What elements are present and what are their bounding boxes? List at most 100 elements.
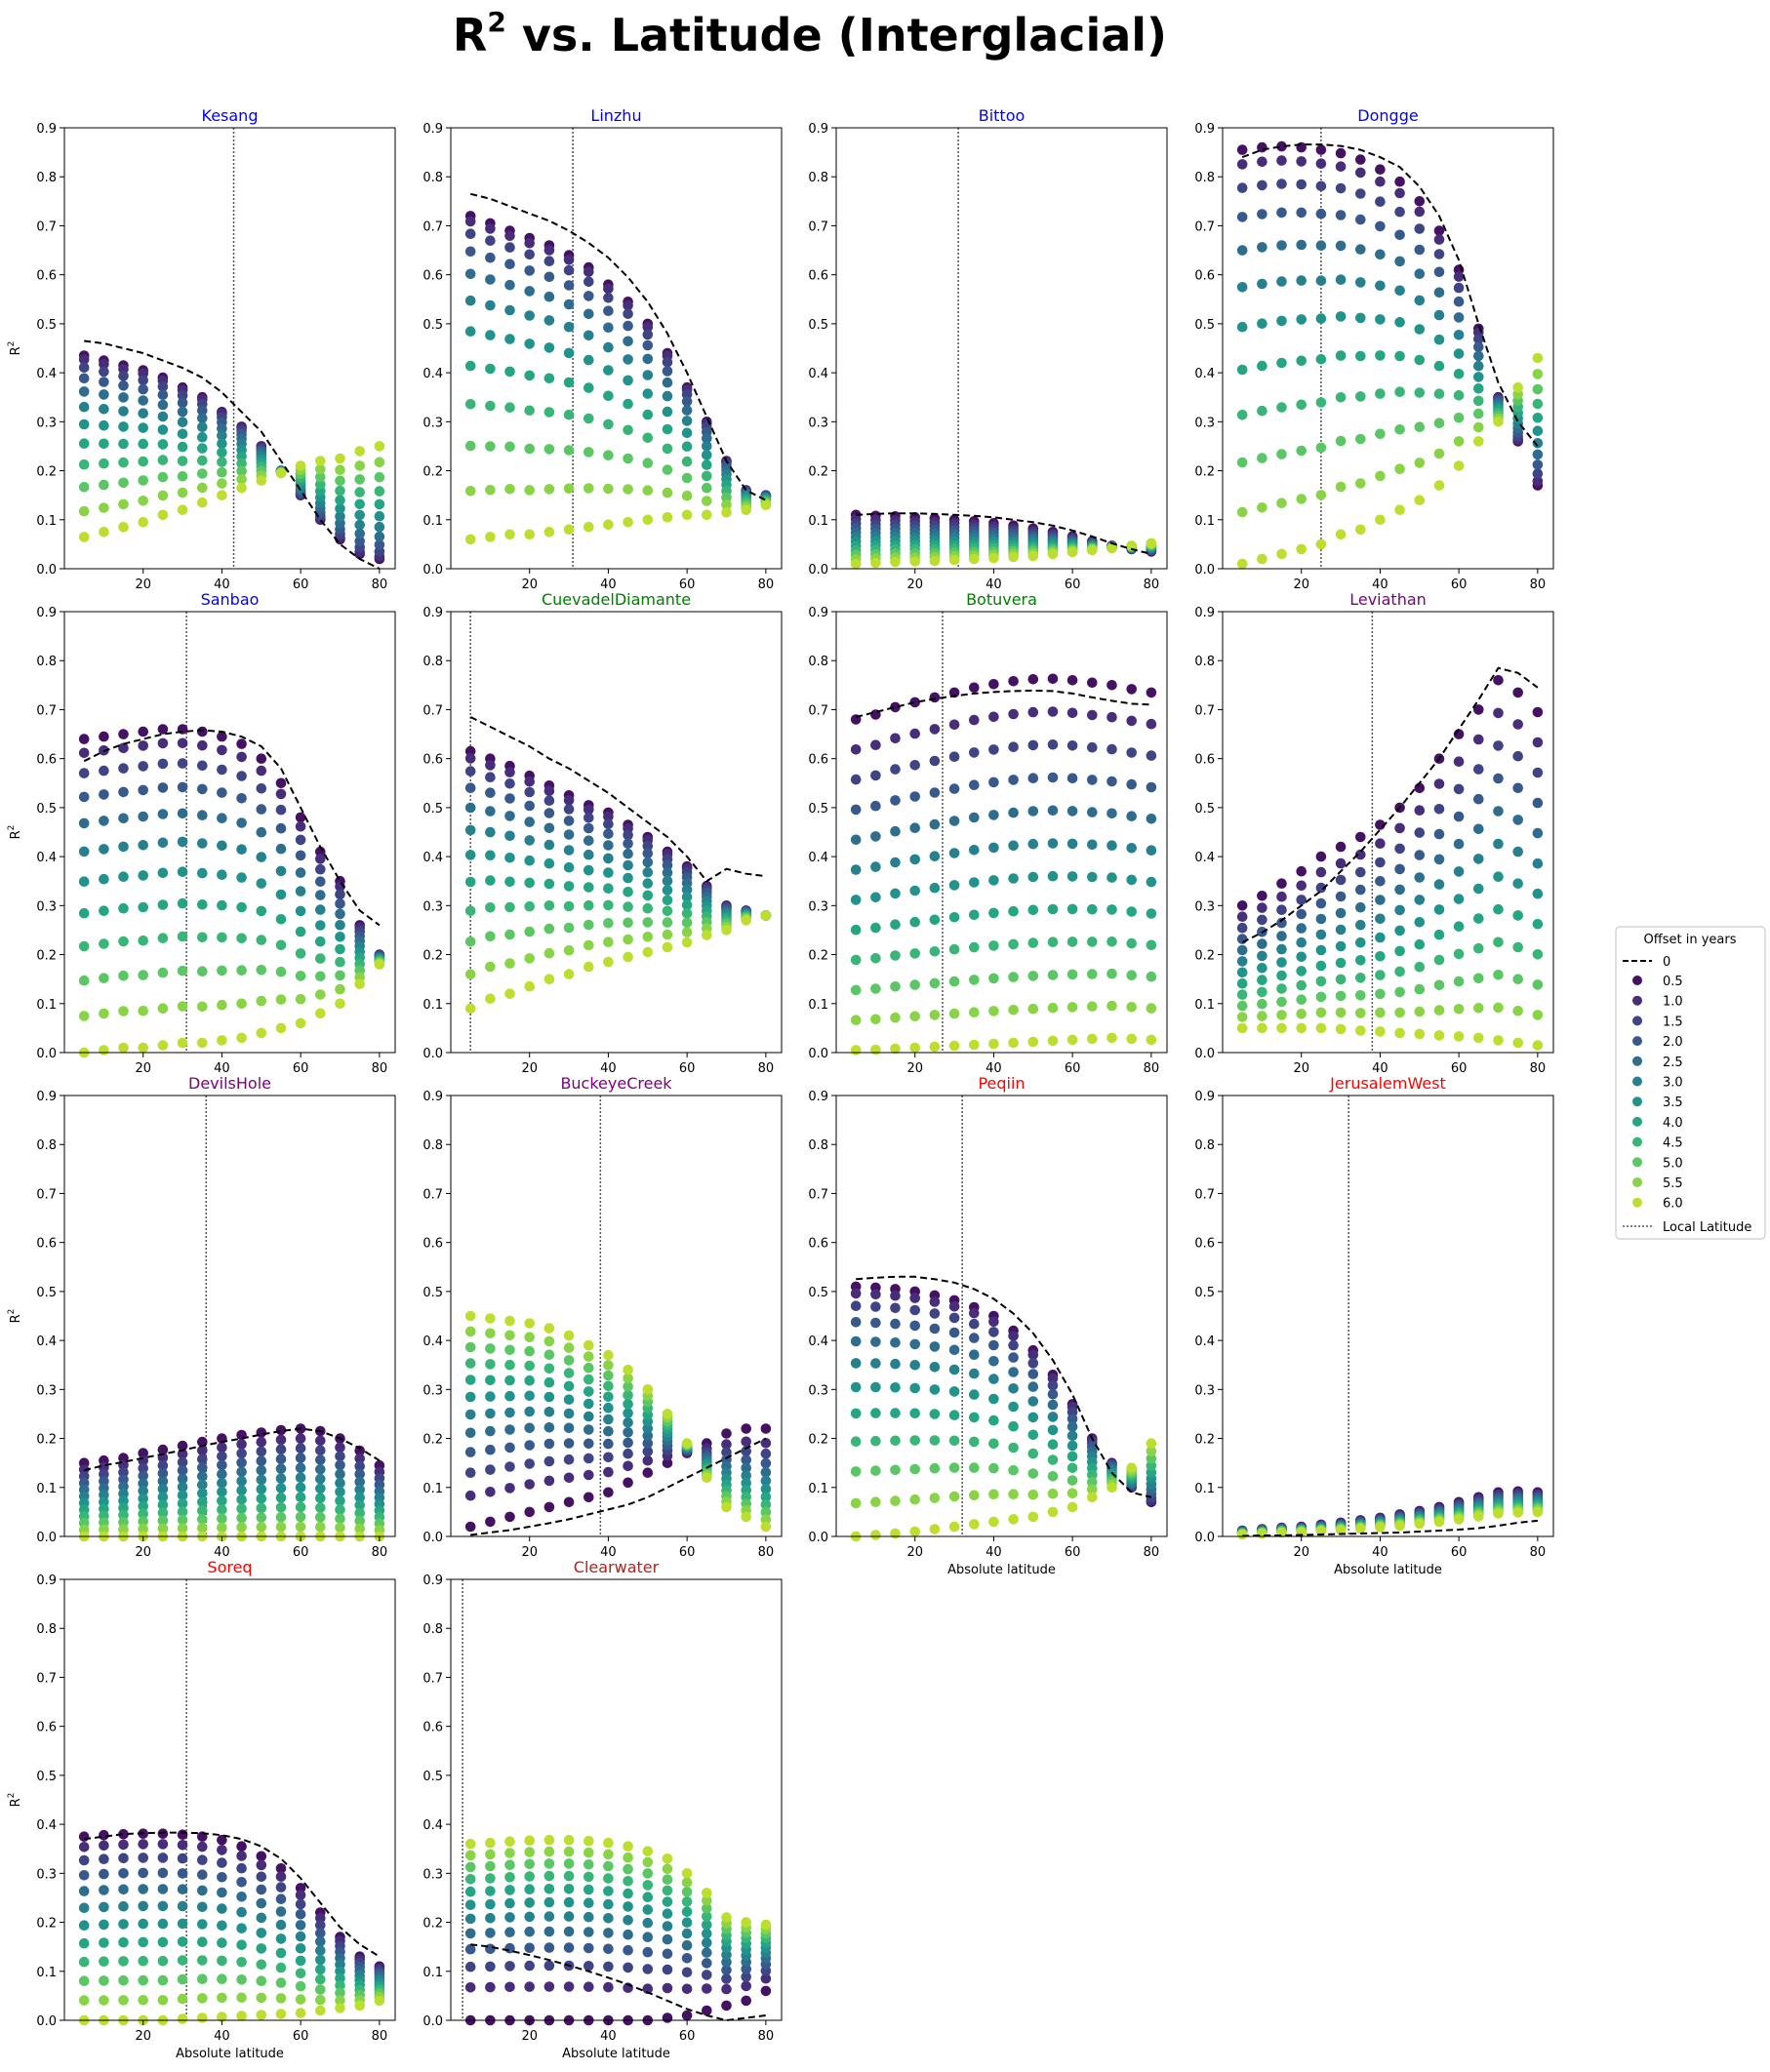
data-point: [1315, 991, 1327, 1003]
data-point: [1008, 840, 1019, 852]
data-point: [354, 1507, 366, 1519]
data-point: [741, 1477, 751, 1489]
data-point: [236, 2011, 247, 2021]
data-point: [1236, 1529, 1248, 1540]
data-point: [1394, 822, 1405, 834]
legend-offset-swatch: [1632, 1197, 1642, 1208]
data-point: [1296, 207, 1307, 219]
data-point: [217, 813, 227, 823]
data-point: [256, 878, 267, 889]
data-point: [642, 866, 654, 878]
data-point: [256, 1502, 267, 1514]
data-point: [948, 880, 960, 891]
data-point: [583, 939, 594, 951]
data-point: [741, 1454, 751, 1465]
data-point: [1146, 1446, 1157, 1456]
data-point: [295, 1492, 306, 1503]
data-point: [295, 994, 306, 1005]
data-point: [217, 1872, 227, 1883]
data-point: [157, 933, 169, 943]
data-point: [315, 1964, 326, 1975]
data-point: [1236, 911, 1248, 922]
figure-title-main: R: [453, 9, 487, 61]
data-point: [870, 831, 881, 842]
data-point: [374, 531, 385, 542]
data-point: [623, 320, 633, 332]
y-tick-label: 0.6: [422, 753, 443, 768]
data-point: [1276, 449, 1287, 459]
data-point: [948, 1462, 960, 1473]
data-point: [217, 1845, 227, 1855]
data-point: [563, 1834, 575, 1846]
data-point: [1066, 1501, 1078, 1513]
data-point: [256, 1436, 267, 1448]
data-point: [623, 838, 633, 850]
data-point: [721, 1983, 732, 1995]
data-point: [197, 783, 208, 795]
data-point: [583, 1411, 594, 1422]
data-point: [197, 1462, 208, 1473]
data-point: [1066, 1440, 1078, 1452]
data-point: [217, 1903, 227, 1914]
legend-offset-swatch: [1632, 1056, 1642, 1066]
data-point: [504, 1836, 515, 1847]
data-point: [485, 1391, 496, 1402]
data-point: [236, 751, 247, 763]
panel-title: Peqiin: [978, 1074, 1025, 1093]
data-point: [909, 791, 920, 802]
data-point: [464, 228, 476, 239]
x-tick-label: 40: [214, 2029, 230, 2044]
data-point: [295, 821, 306, 832]
data-point: [157, 782, 169, 793]
data-point: [354, 528, 366, 539]
data-point: [969, 1368, 980, 1379]
data-point: [1257, 902, 1267, 913]
data-point: [335, 1442, 345, 1453]
data-point: [850, 834, 862, 846]
data-point: [1355, 1025, 1366, 1036]
data-point: [543, 1335, 555, 1347]
data-point: [1146, 876, 1157, 888]
data-point: [988, 1438, 999, 1450]
data-point: [1473, 436, 1484, 447]
data-point: [1276, 904, 1287, 915]
data-point: [760, 1506, 772, 1518]
data-point: [1335, 481, 1347, 493]
data-point: [99, 419, 109, 431]
data-point: [335, 453, 345, 464]
data-point: [642, 1892, 654, 1902]
data-point: [78, 846, 90, 857]
y-axis-label: R2: [7, 1793, 23, 1808]
panel-title: CuevadelDiamante: [542, 590, 691, 609]
data-point: [295, 886, 306, 897]
data-point: [1355, 919, 1366, 931]
data-point: [1433, 480, 1445, 491]
data-point: [1236, 558, 1248, 570]
data-point: [702, 1894, 712, 1906]
data-point: [464, 1490, 476, 1501]
data-point: [1276, 983, 1287, 994]
data-point: [1106, 1032, 1117, 1044]
data-point: [909, 1293, 920, 1303]
y-tick-label: 0.6: [1194, 1237, 1215, 1252]
data-point: [681, 2010, 693, 2021]
data-point: [850, 1466, 862, 1477]
data-point: [217, 430, 227, 441]
data-point: [721, 1957, 732, 1968]
data-point: [295, 1980, 306, 1992]
data-point: [583, 1374, 594, 1385]
data-point: [543, 808, 555, 818]
data-point: [177, 456, 188, 466]
data-point: [1315, 158, 1327, 169]
axes-frame: [450, 1578, 783, 2021]
data-point: [1394, 843, 1405, 855]
data-point: [236, 458, 247, 469]
data-point: [78, 386, 90, 397]
data-point: [99, 765, 109, 777]
data-point: [1532, 468, 1544, 479]
y-tick-label: 0.3: [1194, 416, 1215, 430]
data-point: [662, 464, 673, 475]
data-point: [157, 381, 169, 392]
data-point: [642, 432, 654, 444]
data-point: [464, 1375, 476, 1385]
